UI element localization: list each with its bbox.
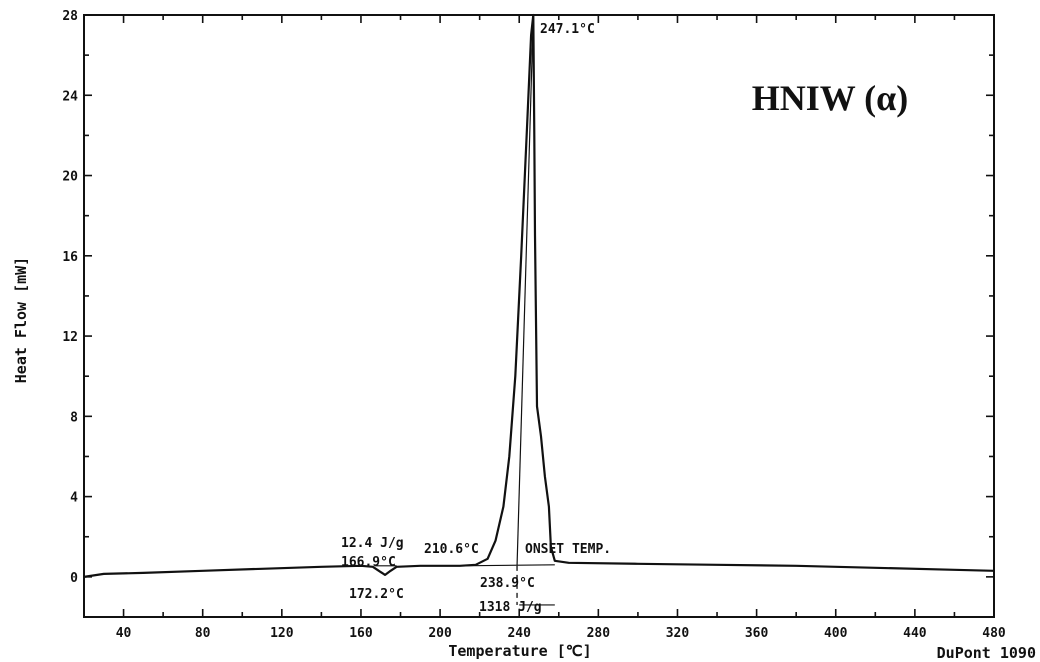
x-tick-label: 160 [349,626,373,641]
x-tick-label: 80 [195,626,211,641]
x-tick-label: 400 [824,626,848,641]
x-tick-label: 320 [666,626,690,641]
y-tick-label: 0 [70,571,78,586]
x-tick-label: 480 [982,626,1006,641]
main-baseline [461,564,555,567]
y-axis-label: Heat Flow [mW] [12,257,30,383]
y-tick-label: 4 [70,491,78,506]
x-tick-label: 120 [270,626,294,641]
heat-flow-curve [83,13,995,578]
x-tick-label: 360 [745,626,769,641]
annotation-minor-peak: 172.2°C [349,587,404,602]
annotation-main-start: 210.6°C [424,542,479,557]
y-tick-label: 24 [62,89,78,104]
annotation-onset-label: ONSET TEMP. [525,542,611,557]
x-tick-label: 440 [903,626,927,641]
x-tick-label: 280 [587,626,611,641]
y-tick-labels: 0 4 8 12 16 20 24 28 [62,9,78,586]
y-tick-label: 20 [62,170,78,185]
y-tick-label: 12 [62,330,78,345]
x-tick-labels: 40 80 120 160 200 240 280 320 360 400 440 480 [116,626,1006,641]
onset-tangent-line [516,14,534,566]
x-axis-label: Temperature [℃] [448,642,591,660]
x-tick-label: 40 [116,626,132,641]
y-tick-label: 8 [70,410,78,425]
annotation-peak-temp: 247.1°C [540,22,595,37]
y-tick-label: 16 [62,250,78,265]
x-tick-label: 200 [428,626,452,641]
annotation-minor-enthalpy: 12.4 J/g [341,536,404,551]
annotation-main-onset: 238.9°C [480,576,535,591]
onset-guides [374,14,555,606]
annotation-minor-onset: 166.9°C [341,555,396,570]
instrument-label: DuPont 1090 [937,644,1036,662]
chart-title: HNIW (α) [752,78,908,118]
plot-frame [83,14,995,618]
axis-ticks [83,14,995,618]
y-tick-label: 28 [62,9,78,24]
x-tick-label: 240 [507,626,531,641]
annotation-main-enthalpy: 1318 J/g [479,600,542,615]
